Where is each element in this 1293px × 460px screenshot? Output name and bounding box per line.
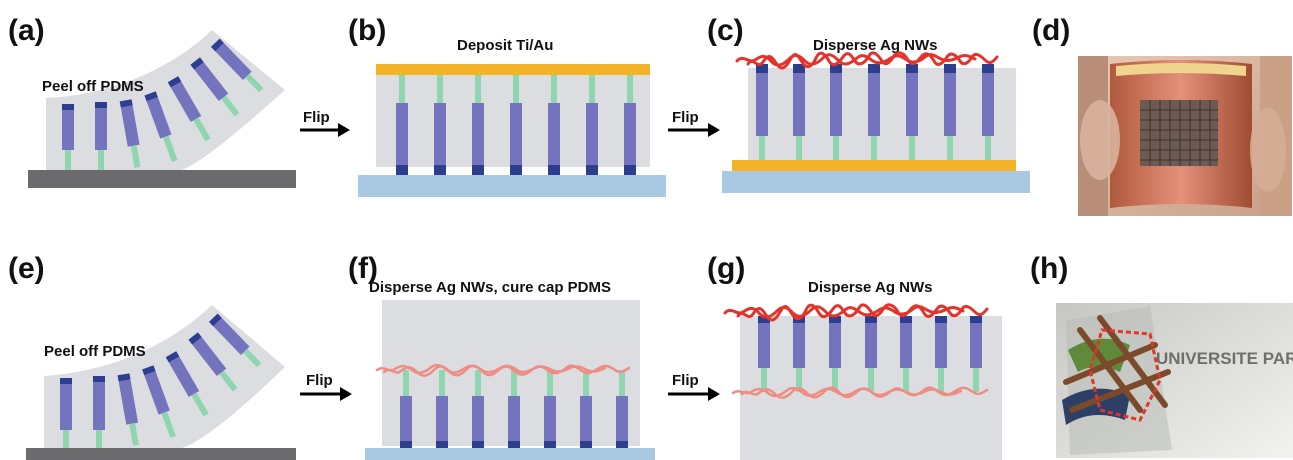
panel-e-caption: Peel off PDMS — [44, 343, 146, 360]
flexible-substrate — [365, 448, 655, 460]
flip-label: Flip — [672, 372, 699, 389]
pdms-film — [44, 305, 285, 448]
flip-label: Flip — [303, 109, 330, 126]
flip-label: Flip — [672, 109, 699, 126]
flip-arrow-3: Flip — [300, 372, 352, 401]
ag-nanowire-layer — [735, 51, 999, 70]
pdms-film — [748, 68, 1016, 160]
pillar-array — [400, 370, 628, 448]
photo-h: UNIVERSITE PARIS SUD — [1056, 303, 1293, 458]
panel-c: Disperse Ag NWs — [722, 37, 1030, 193]
flip-arrow-4: Flip — [668, 372, 720, 401]
panel-a-caption: Peel off PDMS — [42, 78, 144, 95]
pillar-array — [758, 316, 982, 392]
panel-f: Disperse Ag NWs, cure cap PDMS — [365, 279, 655, 460]
panel-label-g: (g) — [707, 252, 745, 285]
panel-label-a: (a) — [8, 14, 45, 47]
rigid-substrate — [28, 170, 296, 188]
ag-nanowire-layer-top — [723, 303, 989, 322]
gold-layer — [732, 160, 1016, 171]
pillar-array — [396, 75, 636, 175]
panel-e: Peel off PDMS — [26, 305, 296, 460]
photo-h-text: UNIVERSITE PARIS SUD — [1156, 349, 1293, 368]
pillar-array — [756, 64, 994, 160]
photo-d — [1078, 56, 1292, 216]
panel-g: Disperse Ag NWs — [723, 279, 1002, 460]
panel-g-caption: Disperse Ag NWs — [808, 279, 932, 296]
panel-label-f: (f) — [348, 252, 378, 285]
panel-b-caption: Deposit Ti/Au — [457, 37, 553, 54]
panel-b: Deposit Ti/Au — [358, 37, 666, 197]
flip-arrow-2: Flip — [668, 109, 720, 137]
pillar-array — [62, 38, 264, 170]
ag-nanowire-layer-embedded — [731, 386, 989, 399]
pdms-film — [46, 30, 285, 170]
panel-label-c: (c) — [707, 14, 744, 47]
flip-arrow-1: Flip — [300, 109, 350, 137]
panel-label-h: (h) — [1030, 252, 1068, 285]
panel-c-caption: Disperse Ag NWs — [813, 37, 937, 54]
flip-label: Flip — [306, 372, 333, 389]
flexible-substrate — [722, 171, 1030, 193]
ag-nanowire-layer — [375, 363, 631, 377]
gold-layer — [376, 64, 650, 75]
panel-label-b: (b) — [348, 14, 386, 47]
flexible-substrate — [358, 175, 666, 197]
rigid-substrate — [26, 448, 296, 460]
panel-f-caption: Disperse Ag NWs, cure cap PDMS — [369, 279, 611, 296]
panel-a: Peel off PDMS — [28, 30, 296, 188]
panel-label-e: (e) — [8, 252, 45, 285]
pillar-array — [60, 313, 262, 448]
panel-label-d: (d) — [1032, 14, 1070, 47]
